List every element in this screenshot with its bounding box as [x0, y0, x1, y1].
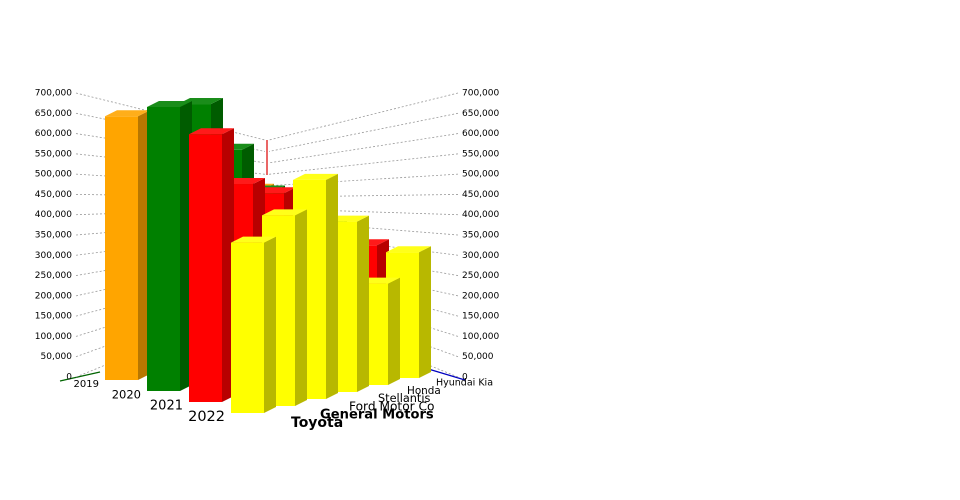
y-tick-label: 700,000 — [35, 89, 72, 99]
y-tick-label: 450,000 — [35, 190, 72, 200]
year-label: 2019 — [74, 379, 99, 390]
y-tick-label: 600,000 — [35, 129, 72, 139]
y-tick-label: 250,000 — [462, 271, 499, 281]
bar-side — [264, 236, 276, 413]
maker-label: Hyundai Kia — [436, 378, 493, 389]
y-tick-label: 550,000 — [35, 149, 72, 159]
year-axis-line — [59, 371, 101, 382]
y-tick-label: 200,000 — [35, 291, 72, 301]
y-tick-label: 100,000 — [462, 332, 499, 342]
y-tick-label: 400,000 — [462, 210, 499, 220]
y-tick-label: 400,000 — [35, 210, 72, 220]
y-tick-label: 350,000 — [35, 231, 72, 241]
bar-side — [357, 215, 369, 392]
bar-side — [295, 209, 307, 406]
bar-top — [105, 110, 150, 117]
bar-top — [147, 101, 192, 107]
y-tick-label: 250,000 — [35, 271, 72, 281]
y-tick-label: 50,000 — [41, 352, 73, 362]
y-tick-label: 500,000 — [462, 170, 499, 180]
bar — [189, 134, 222, 402]
bar-side — [388, 277, 400, 385]
y-tick-label: 300,000 — [462, 251, 499, 261]
bar — [231, 242, 264, 413]
grid-line — [268, 153, 459, 175]
y-tick-label: 650,000 — [462, 109, 499, 119]
y-tick-label: 150,000 — [35, 312, 72, 322]
y-tick-label: 700,000 — [462, 89, 499, 99]
bar-top — [189, 128, 234, 135]
bar-side — [326, 173, 338, 399]
bar-top — [262, 209, 307, 216]
y-tick-label: 450,000 — [462, 190, 499, 200]
y-tick-label: 200,000 — [462, 291, 499, 301]
y-tick-label: 500,000 — [35, 170, 72, 180]
maker-axis-line — [424, 367, 466, 381]
y-tick-label: 150,000 — [462, 312, 499, 322]
y-tick-label: 650,000 — [35, 109, 72, 119]
y-tick-label: 0 — [66, 373, 72, 383]
grid-line — [268, 92, 459, 141]
maker-label: Toyota — [291, 415, 343, 431]
year-label: 2022 — [188, 409, 225, 425]
year-label: 2020 — [112, 388, 141, 402]
y-tick-label: 550,000 — [462, 149, 499, 159]
y-tick-label: 350,000 — [462, 231, 499, 241]
bar-top — [231, 236, 276, 243]
bar-side — [419, 246, 431, 378]
y-tick-label: 100,000 — [35, 332, 72, 342]
grid-line — [268, 112, 459, 152]
grid-line — [268, 133, 459, 164]
y-tick-label: 300,000 — [35, 251, 72, 261]
bar-top — [293, 173, 338, 180]
y-tick-label: 600,000 — [462, 129, 499, 139]
maker-label: General Motors — [320, 408, 434, 423]
y-tick-label: 0 — [462, 373, 468, 383]
maker-label: Honda — [407, 385, 441, 397]
bar-top — [386, 246, 431, 253]
maker-label: Ford Motor Co — [349, 400, 435, 414]
y-tick-label: 50,000 — [462, 352, 494, 362]
bar — [147, 107, 180, 391]
maker-label: Stellantis — [378, 392, 430, 405]
bar — [105, 116, 138, 381]
year-label: 2021 — [150, 399, 183, 414]
